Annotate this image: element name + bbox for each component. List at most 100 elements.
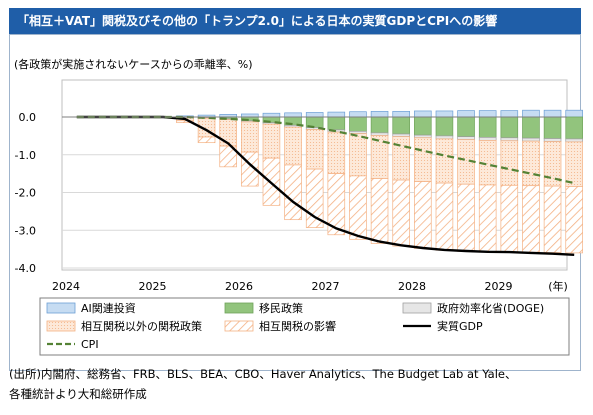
y-tick-label: 0.0 — [19, 111, 37, 124]
bar-immigration — [349, 116, 367, 132]
bar-immigration — [522, 116, 540, 139]
bar-reciprocal — [219, 145, 237, 168]
bar-reciprocal — [284, 164, 302, 221]
bar-ai — [435, 110, 454, 118]
legend-label: 相互関税の影響 — [259, 319, 336, 333]
legend-swatch-immigration — [224, 302, 254, 314]
bar-ai — [414, 110, 432, 118]
bar-ai — [262, 112, 281, 118]
legend-box — [39, 297, 570, 356]
bar-ai — [284, 112, 302, 118]
bar-other_tariff — [565, 141, 583, 187]
lines — [76, 115, 575, 256]
x-tick-label: 2027 — [312, 280, 340, 293]
x-axis-unit: (年) — [548, 279, 568, 293]
bar-immigration — [565, 116, 583, 140]
bar-reciprocal — [565, 186, 583, 254]
bar-other_tariff — [262, 123, 281, 159]
x-tick-label: 2026 — [225, 280, 253, 293]
bar-reciprocal — [176, 120, 194, 124]
bar-other_tariff — [435, 138, 454, 184]
bar-doge — [543, 138, 562, 142]
source-note-line-2: 各種統計より大和総研作成 — [9, 387, 147, 401]
bar-ai — [392, 110, 410, 118]
bar-other_tariff — [349, 133, 367, 177]
y-tick-label: -2.0 — [15, 187, 36, 200]
bar-immigration — [392, 116, 410, 135]
bar-other_tariff — [522, 140, 540, 187]
bar-doge — [435, 135, 454, 140]
bar-reciprocal — [457, 183, 475, 252]
bar-other_tariff — [500, 140, 519, 186]
bar-ai — [327, 111, 346, 118]
bars — [154, 109, 583, 254]
bar-reciprocal — [414, 181, 432, 249]
bar-ai — [370, 110, 389, 118]
bar-immigration — [435, 116, 454, 137]
bar-doge — [500, 137, 519, 142]
bar-reciprocal — [197, 136, 216, 144]
bar-other_tariff — [284, 126, 302, 166]
bar-reciprocal — [349, 175, 367, 240]
legend-label: AI関連投資 — [81, 301, 136, 315]
y-axis-label: (各政策が実施されないケースからの乖離率、%) — [14, 58, 253, 71]
bar-reciprocal — [370, 178, 389, 244]
bar-immigration — [500, 116, 519, 139]
bar-reciprocal — [522, 185, 540, 253]
x-tick-label: 2025 — [139, 280, 167, 293]
bar-other_tariff — [241, 121, 259, 153]
x-tick-label: 2028 — [398, 280, 426, 293]
legend-label: 政府効率化省(DOGE) — [437, 301, 544, 315]
bar-ai — [305, 112, 324, 118]
bar-ai — [349, 111, 367, 118]
bar-reciprocal — [435, 182, 454, 251]
bar-reciprocal — [500, 184, 519, 253]
bar-other_tariff — [327, 131, 346, 174]
bar-other_tariff — [414, 137, 432, 182]
bar-reciprocal — [327, 173, 346, 236]
bar-doge — [478, 137, 497, 141]
source-note-line-1: (出所)内閣府、総務省、FRB、BLS、BEA、CBO、Haver Analyt… — [9, 367, 517, 381]
legend-label: 実質GDP — [437, 319, 483, 333]
bar-other_tariff — [305, 129, 324, 170]
x-tick-label: 2024 — [52, 280, 80, 293]
legend-label: 移民政策 — [259, 301, 303, 315]
bar-ai — [565, 109, 583, 118]
y-tick-label: -3.0 — [15, 224, 36, 237]
bar-reciprocal — [543, 185, 562, 253]
bar-ai — [500, 110, 519, 118]
legend-label: CPI — [81, 338, 99, 351]
bar-immigration — [543, 116, 562, 139]
bar-doge — [457, 136, 475, 141]
line-cpi — [76, 115, 575, 185]
legend-swatch-other_tariff — [46, 320, 76, 332]
line-gdp — [76, 115, 575, 256]
bar-reciprocal — [478, 184, 497, 253]
bar-doge — [370, 132, 389, 136]
legend-label: 相互関税以外の関税政策 — [81, 319, 202, 333]
y-tick-label: -4.0 — [15, 262, 36, 275]
bar-doge — [414, 134, 432, 139]
legend-swatch-doge — [402, 302, 432, 314]
bar-immigration — [457, 116, 475, 137]
x-tick-label: 2029 — [485, 280, 513, 293]
legend-swatch-reciprocal — [224, 320, 254, 332]
bar-ai — [478, 110, 497, 118]
bar-doge — [565, 138, 583, 143]
bar-other_tariff — [392, 136, 410, 181]
bar-doge — [392, 133, 410, 137]
bar-ai — [457, 110, 475, 118]
bar-ai — [543, 109, 562, 118]
bar-immigration — [414, 116, 432, 136]
y-tick-label: -1.0 — [15, 149, 36, 162]
page-title: 「相互＋VAT」関税及びその他の「トランプ2.0」による日本の実質GDPとCPI… — [9, 8, 581, 34]
legend-swatch-ai — [46, 302, 76, 314]
bar-immigration — [370, 116, 389, 134]
legend: AI関連投資 移民政策 政府効率化省(DOGE) 相互関税以外の関税政策 相互関税の影響… — [39, 297, 570, 356]
bar-doge — [522, 137, 540, 142]
bar-ai — [522, 109, 540, 118]
axes: 0.0 -1.0 -2.0 -3.0 -4.0 2024 2025 2026 2027 2028 2… — [15, 111, 568, 293]
bar-immigration — [478, 116, 497, 138]
